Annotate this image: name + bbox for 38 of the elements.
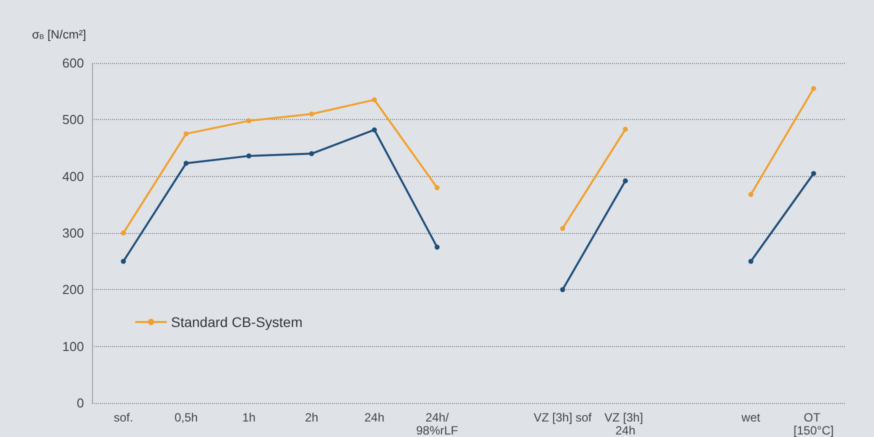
y-tick-label: 200 <box>62 282 84 298</box>
point <box>372 127 377 132</box>
point <box>120 230 126 236</box>
x-tick-label: VZ [3h] 24h <box>604 410 646 437</box>
point <box>120 258 126 264</box>
y-tick-label: 600 <box>62 56 84 70</box>
y-tick-label: 500 <box>62 112 84 128</box>
x-tick-label: 24h/98%rLF <box>416 410 458 437</box>
point <box>184 131 189 136</box>
x-tick-label: VZ [3h] sof <box>534 410 592 424</box>
y-tick-label: 400 <box>62 168 84 184</box>
x-tick-label: 2h <box>304 410 318 424</box>
point <box>622 126 628 132</box>
x-tick-label: 0,5h <box>174 410 198 424</box>
point <box>622 178 628 184</box>
point <box>560 226 566 231</box>
point <box>309 112 314 116</box>
point <box>184 160 189 166</box>
point <box>434 185 440 190</box>
point <box>811 86 816 91</box>
point <box>309 151 314 156</box>
y-tick-label: 300 <box>62 226 84 240</box>
x-tick-label: OT [150°C] <box>794 410 834 437</box>
x-tick-label: wet <box>740 410 761 424</box>
point <box>560 287 566 292</box>
point <box>748 192 754 197</box>
legend-label: Standard CB-System <box>171 314 302 330</box>
y-tick-label: 0 <box>76 396 84 410</box>
x-tick-label: 24h <box>364 410 384 424</box>
x-tick-label: 1h <box>242 410 256 424</box>
x-tick-label: sof. <box>114 410 134 424</box>
point <box>811 171 816 176</box>
y-tick-label: 100 <box>62 338 84 354</box>
point <box>748 258 754 264</box>
point <box>372 97 377 102</box>
point <box>434 244 440 250</box>
point <box>246 118 252 124</box>
point <box>246 153 252 158</box>
